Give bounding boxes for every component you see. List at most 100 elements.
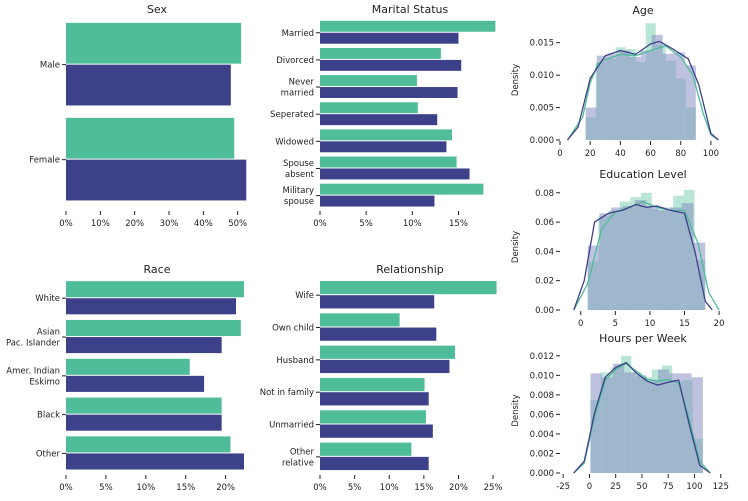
x-tick-label: 0% [59, 219, 73, 229]
y-tick-label: 0.010 [530, 371, 554, 381]
hist-bar-navy [635, 375, 647, 473]
bar-teal [320, 410, 426, 424]
x-tick-label: 50% [228, 219, 247, 229]
y-tick-label: 0.06 [535, 218, 554, 228]
y-axis-label: Density [511, 394, 521, 426]
chart-title: Race [144, 263, 171, 276]
hist-bar-navy [585, 107, 597, 140]
bar-teal [66, 436, 231, 453]
bar-teal [320, 345, 455, 359]
bar-navy [320, 295, 435, 309]
y-tick-label: 0.004 [530, 430, 554, 440]
y-tick-label: 0.005 [530, 104, 554, 114]
category-label: married [281, 89, 314, 99]
bar-navy [320, 168, 470, 180]
bar-navy [320, 359, 450, 374]
hist-bar-navy [587, 245, 600, 310]
category-label: spouse [284, 197, 314, 207]
bar-teal [66, 22, 242, 64]
category-label: Military [283, 186, 315, 196]
bar-teal [320, 377, 425, 392]
chart-title: Hours per Week [599, 332, 687, 345]
x-tick-label: 40% [194, 219, 213, 229]
x-tick-label: 125 [713, 482, 729, 492]
bar-navy [320, 424, 433, 438]
bar-teal [66, 117, 235, 159]
x-tick-label: 20 [585, 149, 596, 159]
chart-title: Sex [147, 3, 168, 16]
bar-navy [66, 64, 231, 106]
x-tick-label: 0% [313, 219, 327, 229]
category-label: relative [282, 458, 314, 468]
bar-navy [66, 414, 222, 431]
bar-navy [320, 195, 435, 207]
bar-teal [66, 319, 241, 337]
bar-navy [320, 59, 462, 71]
x-tick-label: 0% [59, 483, 73, 493]
chart-marital: Marital Status Married Divorced Nevermarrie… [270, 3, 496, 229]
category-label: Widowed [275, 137, 314, 147]
hist-bar-navy [601, 377, 613, 473]
category-label: Wife [295, 291, 314, 301]
x-tick-label: 10% [403, 219, 422, 229]
hist-bar-navy [618, 50, 630, 141]
category-label: Married [282, 29, 314, 39]
kde-line-navy [573, 203, 713, 311]
bar-navy [320, 32, 459, 44]
hist-bar-navy [657, 369, 670, 473]
category-label: Female [29, 156, 60, 166]
category-label: Other [290, 447, 315, 457]
hist-bar-navy [681, 203, 694, 310]
category-label: Husband [276, 356, 314, 366]
hist-bar-navy [658, 210, 670, 310]
kde-line-navy [566, 40, 719, 141]
x-tick-label: 0% [313, 483, 327, 493]
y-tick-label: 0.006 [530, 410, 554, 420]
category-label: Divorced [276, 56, 314, 66]
x-tick-label: 75 [663, 482, 674, 492]
hist-bar-navy [693, 242, 706, 310]
x-tick-label: 10% [380, 483, 399, 493]
bar-teal [320, 183, 484, 195]
chart-sex: Sex Male Female 0% 10% 20% 30% 40% 50% [29, 3, 247, 229]
bar-navy [320, 114, 438, 126]
category-label: Eskimo [29, 377, 60, 387]
bar-navy [320, 456, 429, 471]
bar-navy [66, 159, 247, 201]
x-tick-label: 20% [449, 483, 468, 493]
x-tick-label: 15% [414, 483, 433, 493]
bar-teal [320, 75, 417, 87]
x-tick-label: 15 [679, 319, 690, 329]
bar-navy [320, 141, 447, 153]
y-tick-label: 0.002 [530, 449, 554, 459]
category-label: Spouse [283, 159, 314, 169]
chart-title: Education Level [599, 168, 686, 181]
x-tick-label: 15% [449, 219, 468, 229]
bar-teal [320, 20, 496, 32]
bar-navy [320, 87, 458, 98]
y-tick-label: 0.010 [530, 71, 554, 81]
x-tick-label: 15% [176, 483, 195, 493]
hist-bar-navy [599, 213, 612, 310]
x-tick-label: 0 [557, 149, 562, 159]
x-tick-label: 25 [610, 482, 621, 492]
hist-bar-navy [651, 34, 663, 141]
chart-age: Age 0.000 0.005 0.010 0.015 0 20 40 60 80 100 Densi… [511, 4, 719, 159]
x-tick-label: -25 [556, 482, 570, 492]
hist-bar-navy [684, 65, 696, 140]
kde-line-teal [573, 200, 720, 311]
y-axis-label: Density [511, 231, 521, 263]
hist-bar-navy [646, 205, 659, 310]
hist-bar-navy [634, 200, 647, 310]
x-tick-label: 5% [359, 219, 373, 229]
category-label: Male [40, 61, 60, 71]
chart-education: Education Level 0.00 0.02 0.04 0.06 0.08 0 5 10 1… [511, 168, 724, 329]
y-tick-label: 0.000 [530, 469, 554, 479]
bar-teal [320, 156, 457, 168]
x-tick-label: 5 [613, 319, 618, 329]
x-tick-label: 5% [348, 483, 362, 493]
category-label: Pac. Islander [6, 339, 61, 349]
hist-bar-navy [611, 207, 623, 310]
